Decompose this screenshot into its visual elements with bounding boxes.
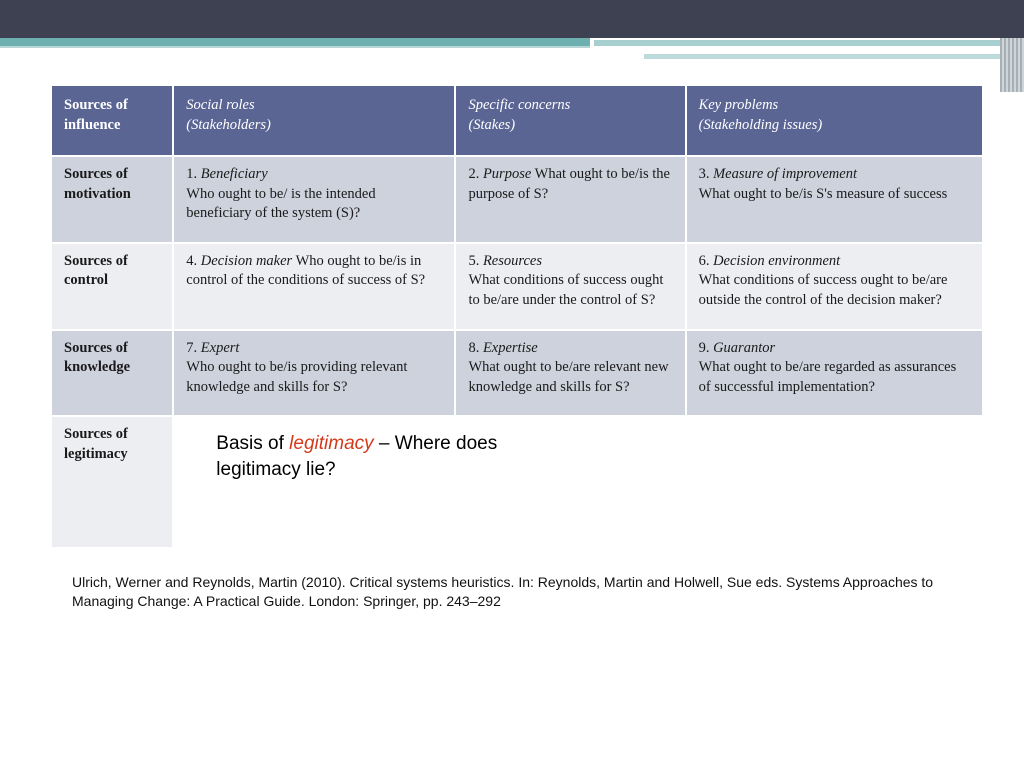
cell: 2. Purpose What ought to be/is the purpo… xyxy=(456,157,684,242)
header-col-2: Specific concerns (Stakes) xyxy=(456,86,684,155)
row-label: Sources of knowledge xyxy=(52,331,172,416)
top-bar xyxy=(0,0,1024,38)
cell: 4. Decision maker Who ought to be/is in … xyxy=(174,244,454,329)
table-row: Sources of knowledge 7. Expert Who ought… xyxy=(52,331,982,416)
row-label: Sources of control xyxy=(52,244,172,329)
accent-bars xyxy=(0,38,1024,62)
table-row: Sources of legitimacy Basis of legitimac… xyxy=(52,417,982,547)
slide-body: Sources of influence Social roles (Stake… xyxy=(0,62,1024,559)
header-corner: Sources of influence xyxy=(52,86,172,155)
cell: 5. Resources What conditions of success … xyxy=(456,244,684,329)
callout-cell: Basis of legitimacy – Where does legitim… xyxy=(174,417,982,547)
cell: 1. Beneficiary Who ought to be/ is the i… xyxy=(174,157,454,242)
cell: 6. Decision environment What conditions … xyxy=(687,244,982,329)
cell: 8. Expertise What ought to be/are releva… xyxy=(456,331,684,416)
row-label: Sources of legitimacy xyxy=(52,417,172,547)
csh-table: Sources of influence Social roles (Stake… xyxy=(50,84,984,549)
cell: 9. Guarantor What ought to be/are regard… xyxy=(687,331,982,416)
header-col-3: Key problems (Stakeholding issues) xyxy=(687,86,982,155)
legitimacy-callout: Basis of legitimacy – Where does legitim… xyxy=(186,425,586,482)
cell: 7. Expert Who ought to be/is providing r… xyxy=(174,331,454,416)
row-label: Sources of motivation xyxy=(52,157,172,242)
citation: Ulrich, Werner and Reynolds, Martin (201… xyxy=(0,559,1024,611)
table-row: Sources of motivation 1. Beneficiary Who… xyxy=(52,157,982,242)
table-row: Sources of control 4. Decision maker Who… xyxy=(52,244,982,329)
header-col-1: Social roles (Stakeholders) xyxy=(174,86,454,155)
cell: 3. Measure of improvement What ought to … xyxy=(687,157,982,242)
